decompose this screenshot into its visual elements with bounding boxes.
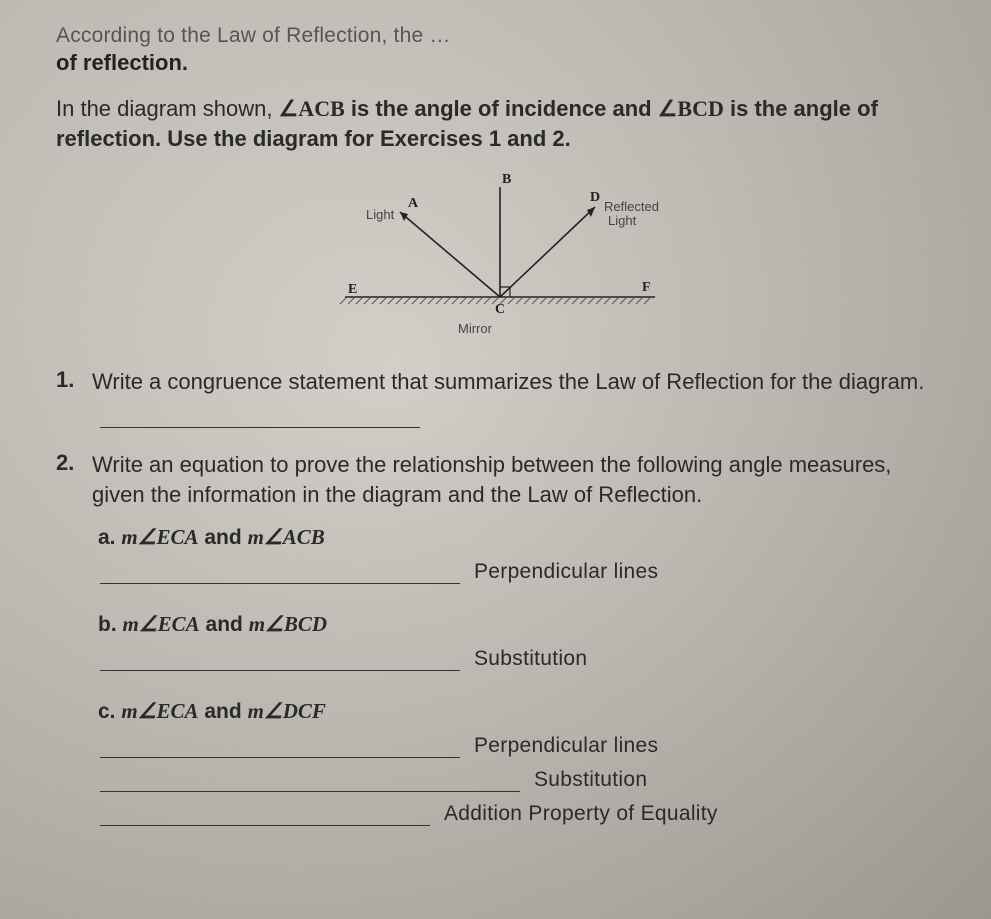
sub-b-blank-1[interactable] — [100, 645, 460, 671]
intro-line-2: of reflection. — [56, 50, 943, 76]
label-d: D — [590, 190, 600, 205]
ray-incident — [400, 212, 500, 297]
sub-b-m2: m∠BCD — [249, 612, 327, 636]
reflection-diagram: A B C D E F Light Reflected Light Mirror — [290, 157, 710, 347]
ray-reflected — [500, 207, 595, 297]
word-reflected: Reflected — [604, 199, 659, 214]
q2-number: 2. — [56, 450, 82, 509]
q2-text: Write an equation to prove the relations… — [92, 450, 943, 509]
sub-b-and: and — [200, 613, 249, 636]
sub-c-reason-1: Perpendicular lines — [474, 734, 658, 758]
sub-a-m1: m∠ECA — [121, 525, 198, 549]
sub-c-blank-2[interactable] — [100, 766, 520, 792]
sub-c-row-1: Perpendicular lines — [100, 732, 943, 758]
sub-a-label: a. m∠ECA and m∠ACB — [98, 525, 943, 550]
sub-b-row-1: Substitution — [100, 645, 943, 671]
arrow-d — [587, 207, 595, 217]
q1-number: 1. — [56, 367, 82, 397]
question-2: 2. Write an equation to prove the relati… — [56, 450, 943, 509]
sub-c-reason-3: Addition Property of Equality — [444, 802, 718, 826]
sub-c-blank-1[interactable] — [100, 732, 460, 758]
sub-c-and: and — [199, 700, 248, 723]
para2-mid1: is the angle of incidence and — [345, 96, 658, 121]
sub-c-blank-3[interactable] — [100, 800, 430, 826]
page-content: According to the Law of Reflection, the … — [56, 24, 943, 826]
arrow-a — [400, 212, 408, 221]
sub-b-reason-1: Substitution — [474, 647, 587, 671]
sub-b-pre: b. — [98, 613, 123, 636]
label-c: C — [495, 302, 505, 317]
label-e: E — [348, 282, 357, 297]
label-a: A — [408, 196, 419, 211]
q1-answer-blank[interactable] — [100, 427, 420, 428]
sub-c-pre: c. — [98, 700, 121, 723]
sub-c-m2: m∠DCF — [248, 699, 326, 723]
label-b: B — [502, 172, 511, 187]
sub-a-row-1: Perpendicular lines — [100, 558, 943, 584]
intro-line-1: According to the Law of Reflection, the … — [56, 24, 943, 48]
sub-c: c. m∠ECA and m∠DCF Perpendicular lines S… — [98, 699, 943, 826]
paragraph-instructions: In the diagram shown, ∠ACB is the angle … — [56, 94, 943, 153]
sub-b-label: b. m∠ECA and m∠BCD — [98, 612, 943, 637]
angle-acb: ∠ACB — [279, 96, 345, 121]
question-1: 1. Write a congruence statement that sum… — [56, 367, 943, 397]
sub-c-reason-2: Substitution — [534, 768, 647, 792]
sub-a-reason-1: Perpendicular lines — [474, 560, 658, 584]
diagram-container: A B C D E F Light Reflected Light Mirror — [56, 157, 943, 347]
word-reflected-2: Light — [608, 213, 637, 228]
angle-bcd: ∠BCD — [658, 96, 724, 121]
sub-c-row-3: Addition Property of Equality — [100, 800, 943, 826]
sub-a: a. m∠ECA and m∠ACB Perpendicular lines — [98, 525, 943, 584]
sub-a-m2: m∠ACB — [248, 525, 325, 549]
sub-c-m1: m∠ECA — [121, 699, 198, 723]
sub-b-m1: m∠ECA — [123, 612, 200, 636]
label-f: F — [642, 280, 651, 295]
sub-c-label: c. m∠ECA and m∠DCF — [98, 699, 943, 724]
sub-a-blank-1[interactable] — [100, 558, 460, 584]
sub-a-and: and — [199, 526, 248, 549]
para2-pre: In the diagram shown, — [56, 96, 279, 121]
word-mirror: Mirror — [458, 321, 493, 336]
sub-c-row-2: Substitution — [100, 766, 943, 792]
sub-a-pre: a. — [98, 526, 121, 549]
sub-b: b. m∠ECA and m∠BCD Substitution — [98, 612, 943, 671]
word-light: Light — [366, 207, 395, 222]
q1-text: Write a congruence statement that summar… — [92, 367, 924, 397]
